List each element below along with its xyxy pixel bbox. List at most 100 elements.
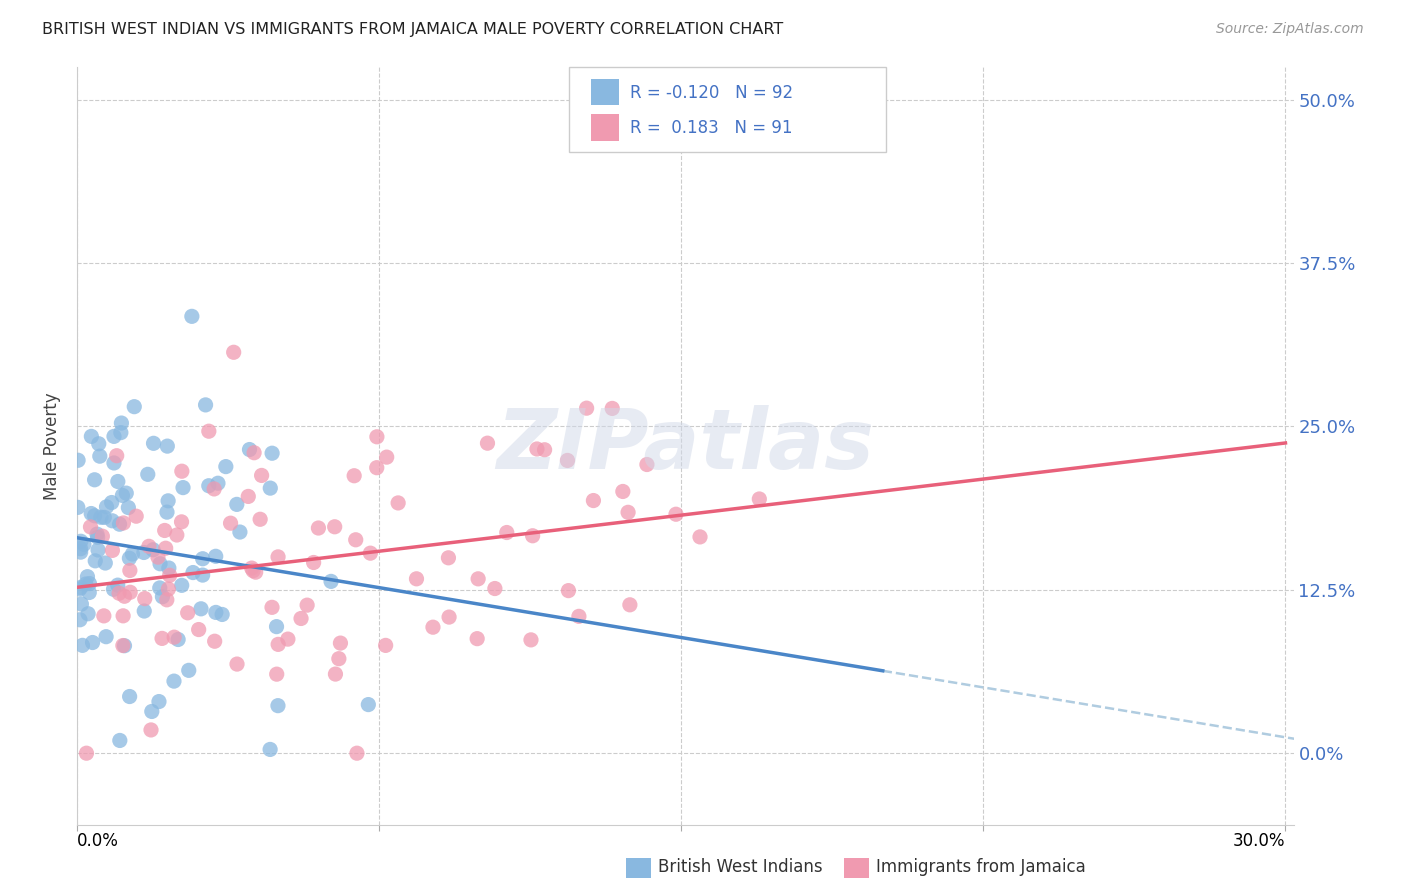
Point bbox=[103, 429, 125, 443]
Point bbox=[157, 582, 180, 596]
Point bbox=[250, 468, 273, 483]
Point bbox=[636, 458, 658, 472]
Point bbox=[484, 582, 506, 596]
Point bbox=[328, 651, 350, 665]
Point bbox=[157, 493, 180, 508]
Point bbox=[204, 549, 226, 564]
Point bbox=[170, 515, 193, 529]
Point bbox=[69, 582, 91, 596]
Point bbox=[357, 698, 380, 712]
Point bbox=[118, 690, 141, 704]
Point bbox=[526, 442, 548, 456]
Point bbox=[267, 549, 290, 564]
Point bbox=[94, 556, 117, 570]
Point bbox=[180, 310, 202, 324]
Point bbox=[69, 613, 91, 627]
Point bbox=[176, 606, 198, 620]
Point bbox=[149, 581, 172, 595]
Point bbox=[387, 496, 409, 510]
Point bbox=[344, 533, 367, 547]
Point bbox=[117, 500, 139, 515]
Point bbox=[225, 497, 247, 511]
Point bbox=[150, 632, 173, 646]
Point bbox=[219, 516, 242, 531]
Point bbox=[617, 505, 640, 519]
Point bbox=[329, 636, 352, 650]
Point bbox=[91, 529, 114, 543]
Point bbox=[187, 623, 209, 637]
Point bbox=[96, 500, 118, 514]
Point bbox=[86, 527, 108, 541]
Point bbox=[93, 608, 115, 623]
Point bbox=[107, 475, 129, 489]
Point bbox=[238, 442, 260, 457]
Point bbox=[103, 456, 125, 470]
Point bbox=[262, 446, 284, 460]
Point bbox=[69, 581, 91, 595]
Point bbox=[77, 607, 100, 621]
Point bbox=[77, 585, 100, 599]
Point bbox=[69, 541, 91, 556]
Point bbox=[156, 592, 179, 607]
Point bbox=[172, 481, 194, 495]
Point bbox=[259, 742, 281, 756]
Point bbox=[167, 632, 190, 647]
Point bbox=[152, 590, 174, 604]
Point bbox=[79, 576, 101, 591]
Point bbox=[477, 436, 499, 450]
Point bbox=[146, 550, 169, 565]
Point bbox=[205, 606, 228, 620]
Point bbox=[110, 416, 132, 430]
Point bbox=[103, 582, 125, 597]
Point bbox=[290, 611, 312, 625]
Point bbox=[111, 639, 134, 653]
Point bbox=[134, 604, 156, 618]
Point bbox=[575, 401, 598, 416]
Point bbox=[197, 479, 219, 493]
Point bbox=[533, 442, 555, 457]
Point bbox=[177, 664, 200, 678]
Point bbox=[319, 574, 342, 589]
Point bbox=[80, 429, 103, 443]
Point bbox=[115, 486, 138, 500]
Point bbox=[240, 561, 263, 575]
Point bbox=[437, 610, 460, 624]
Point bbox=[69, 545, 91, 559]
Point bbox=[568, 609, 591, 624]
Point bbox=[156, 505, 179, 519]
Point bbox=[204, 634, 226, 648]
Point bbox=[76, 569, 98, 583]
Point bbox=[346, 746, 368, 760]
Point bbox=[325, 667, 347, 681]
Point bbox=[108, 517, 131, 532]
Point bbox=[100, 495, 122, 509]
Point bbox=[190, 602, 212, 616]
Point bbox=[215, 459, 238, 474]
Point bbox=[111, 488, 134, 502]
Point bbox=[465, 632, 488, 646]
Point bbox=[138, 539, 160, 553]
Point bbox=[266, 619, 288, 633]
Point bbox=[202, 482, 225, 496]
Point bbox=[108, 586, 131, 600]
Point bbox=[156, 439, 179, 453]
Text: R = -0.120   N = 92: R = -0.120 N = 92 bbox=[630, 84, 793, 102]
Point bbox=[211, 607, 233, 622]
Point bbox=[141, 705, 163, 719]
Point bbox=[267, 698, 290, 713]
Text: Immigrants from Jamaica: Immigrants from Jamaica bbox=[876, 858, 1085, 876]
Point bbox=[260, 600, 283, 615]
Point bbox=[191, 551, 214, 566]
Text: British West Indians: British West Indians bbox=[658, 858, 823, 876]
Y-axis label: Male Poverty: Male Poverty bbox=[44, 392, 62, 500]
Point bbox=[163, 630, 186, 644]
Point bbox=[207, 476, 229, 491]
Point bbox=[139, 723, 162, 737]
Point bbox=[107, 578, 129, 592]
Text: 30.0%: 30.0% bbox=[1233, 831, 1285, 850]
Point bbox=[323, 520, 346, 534]
Point bbox=[67, 453, 90, 467]
Point bbox=[112, 516, 135, 530]
Point bbox=[159, 568, 181, 582]
Point bbox=[170, 464, 193, 478]
